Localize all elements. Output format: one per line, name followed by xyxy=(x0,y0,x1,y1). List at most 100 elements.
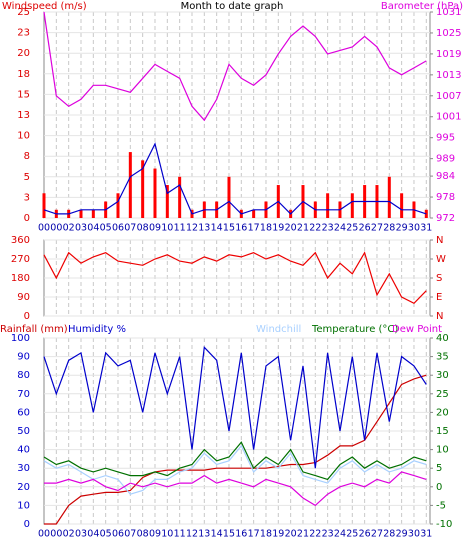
series-line xyxy=(43,142,427,215)
y-tick-label: 90 xyxy=(17,292,30,303)
x-tick-label: 07 xyxy=(124,529,136,540)
x-tick-label: 06 xyxy=(112,223,124,234)
x-tick-label: 16 xyxy=(235,529,247,540)
y-tick-label: 3 xyxy=(24,192,30,203)
y-tick-label: 360 xyxy=(11,235,30,246)
y2-tick-label: N xyxy=(436,235,443,246)
y-tick-label: 90 xyxy=(17,352,30,363)
y-tick-label: 25 xyxy=(17,7,30,18)
x-tick-label: 11 xyxy=(174,529,186,540)
y-tick-label: 0 xyxy=(24,213,30,224)
x-tick-label: 03 xyxy=(75,223,87,234)
bar xyxy=(227,176,231,218)
x-tick-label: 02 xyxy=(63,529,75,540)
bar xyxy=(153,168,157,218)
x-tick-label: 08 xyxy=(137,223,149,234)
y-tick-label: 30 xyxy=(17,463,30,474)
y2-tick-label: -10 xyxy=(436,519,452,530)
x-tick-label: 04 xyxy=(87,529,99,540)
x-tick-label: 31 xyxy=(420,223,432,234)
x-tick-label: 00 xyxy=(50,529,62,540)
bar xyxy=(387,176,391,218)
x-tick-label: 25 xyxy=(346,529,358,540)
series-line xyxy=(44,374,427,525)
y-tick-label: 10 xyxy=(17,131,30,142)
y2-tick-label: 1019 xyxy=(436,49,461,60)
x-tick-label: 13 xyxy=(198,529,210,540)
y2-tick-label: 989 xyxy=(436,154,455,165)
x-tick-label: 04 xyxy=(87,223,99,234)
x-tick-label: 10 xyxy=(161,223,173,234)
y2-tick-label: 35 xyxy=(436,352,449,363)
y2-tick-label: W xyxy=(436,254,446,265)
x-tick-label: 26 xyxy=(359,223,371,234)
x-tick-label: 15 xyxy=(223,529,235,540)
x-tick-label: 24 xyxy=(334,529,346,540)
x-tick-label: 28 xyxy=(383,529,395,540)
x-tick-label: 17 xyxy=(248,223,260,234)
x-tick-label: 20 xyxy=(285,529,297,540)
bar xyxy=(79,209,83,218)
bar xyxy=(252,209,256,218)
x-tick-label: 19 xyxy=(272,529,284,540)
x-tick-label: 23 xyxy=(322,223,334,234)
x-tick-label: 13 xyxy=(198,223,210,234)
x-tick-label: 16 xyxy=(235,223,247,234)
y2-tick-label: -5 xyxy=(436,500,446,511)
bar xyxy=(165,185,169,218)
x-tick-label: 17 xyxy=(248,529,260,540)
y2-tick-label: 972 xyxy=(436,213,455,224)
y-tick-label: 60 xyxy=(17,407,30,418)
x-tick-label: 12 xyxy=(186,223,198,234)
y-tick-label: 10 xyxy=(17,500,30,511)
y2-tick-label: 995 xyxy=(436,133,455,144)
y-tick-label: 70 xyxy=(17,389,30,400)
y-tick-label: 18 xyxy=(17,69,30,80)
y-tick-label: 80 xyxy=(17,370,30,381)
y-tick-label: 20 xyxy=(17,482,30,493)
y-axis-title: Windspeed (m/s) xyxy=(2,1,87,12)
x-tick-label: 00 xyxy=(38,223,50,234)
y-tick-label: 13 xyxy=(17,110,30,121)
y-tick-label: 23 xyxy=(17,28,30,39)
x-tick-label: 26 xyxy=(359,529,371,540)
y-tick-label: 20 xyxy=(17,48,30,59)
x-tick-label: 22 xyxy=(309,529,321,540)
bar xyxy=(91,209,95,218)
x-tick-label: 14 xyxy=(211,529,223,540)
legend-entry: Windchill xyxy=(256,324,301,335)
legend-entry: Temperature (°C) xyxy=(311,324,398,335)
series-line xyxy=(43,441,427,481)
x-tick-label: 27 xyxy=(371,223,383,234)
x-tick-label: 30 xyxy=(408,529,420,540)
bar xyxy=(42,193,46,218)
y-tick-label: 100 xyxy=(11,333,30,344)
y2-tick-label: 1025 xyxy=(436,28,461,39)
bar xyxy=(128,152,132,218)
y2-tick-label: 15 xyxy=(436,426,449,437)
bar xyxy=(141,160,145,218)
x-tick-label: 23 xyxy=(322,529,334,540)
x-tick-label: 22 xyxy=(309,223,321,234)
bar xyxy=(326,193,330,218)
x-tick-label: 10 xyxy=(161,529,173,540)
y2-tick-label: 25 xyxy=(436,389,449,400)
series-line xyxy=(43,251,427,305)
series-line xyxy=(43,11,427,122)
y-tick-label: 15 xyxy=(17,89,30,100)
bar xyxy=(350,193,354,218)
x-tick-label: 29 xyxy=(396,223,408,234)
bar xyxy=(400,193,404,218)
x-tick-label: 19 xyxy=(272,223,284,234)
x-tick-label: 18 xyxy=(260,529,272,540)
legend-entry: Humidity % xyxy=(68,324,126,335)
x-tick-label: 00 xyxy=(38,529,50,540)
series-line xyxy=(44,471,427,507)
x-tick-label: 18 xyxy=(260,223,272,234)
x-tick-label: 08 xyxy=(137,529,149,540)
x-tick-label: 20 xyxy=(285,223,297,234)
x-tick-label: 28 xyxy=(383,223,395,234)
x-tick-label: 06 xyxy=(112,529,124,540)
y2-tick-label: 40 xyxy=(436,333,449,344)
y2-tick-label: 5 xyxy=(436,463,442,474)
